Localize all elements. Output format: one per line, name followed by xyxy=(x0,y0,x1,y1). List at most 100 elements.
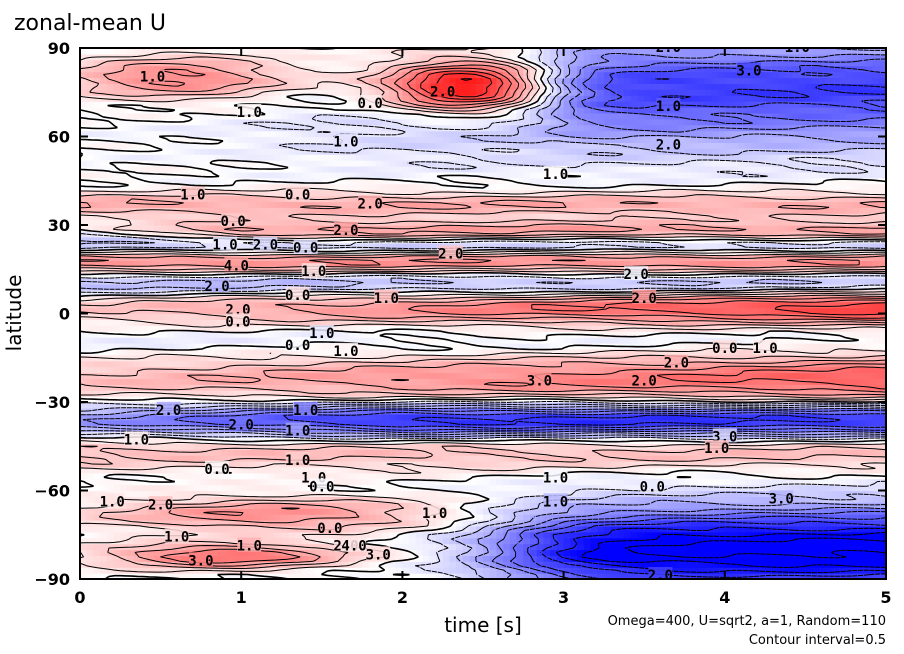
field-cell xyxy=(234,331,242,338)
field-cell xyxy=(435,142,444,149)
field-cell xyxy=(409,514,417,521)
field-cell xyxy=(127,242,135,250)
field-cell xyxy=(274,490,283,497)
field-cell xyxy=(93,171,101,179)
field-cell xyxy=(247,48,256,55)
field-cell xyxy=(153,183,162,191)
field-cell xyxy=(194,278,202,285)
field-cell xyxy=(241,478,249,486)
field-cell xyxy=(120,455,128,462)
field-cell xyxy=(133,520,142,527)
field-cell xyxy=(422,496,430,503)
field-cell xyxy=(409,354,417,362)
field-cell xyxy=(268,201,276,208)
field-cell xyxy=(113,266,121,273)
field-cell xyxy=(241,508,249,515)
field-cell xyxy=(80,242,88,250)
field-cell xyxy=(207,189,215,197)
field-cell xyxy=(254,260,262,267)
field-cell xyxy=(127,278,135,285)
field-cell xyxy=(200,496,209,503)
field-cell xyxy=(274,331,283,338)
field-cell xyxy=(100,195,108,202)
field-cell xyxy=(321,160,330,167)
field-cell xyxy=(368,372,377,379)
field-cell xyxy=(368,419,377,427)
field-cell xyxy=(214,59,222,67)
field-cell xyxy=(261,360,269,368)
field-cell xyxy=(348,437,356,444)
field-cell xyxy=(348,166,356,173)
field-cell xyxy=(80,207,88,214)
field-cell xyxy=(86,236,95,244)
field-cell xyxy=(86,148,95,155)
field-cell xyxy=(160,112,168,120)
field-cell xyxy=(348,390,356,397)
field-cell xyxy=(127,65,135,73)
field-cell xyxy=(328,496,336,503)
field-cell xyxy=(442,496,451,503)
field-cell xyxy=(113,407,121,415)
field-cell xyxy=(234,83,242,90)
field-cell xyxy=(368,89,377,96)
field-cell xyxy=(382,531,390,539)
field-cell xyxy=(241,124,249,132)
field-cell xyxy=(241,402,249,409)
field-cell xyxy=(194,136,202,143)
field-cell xyxy=(268,307,276,315)
field-cell xyxy=(106,520,115,527)
field-cell xyxy=(113,437,121,444)
field-cell xyxy=(153,278,162,285)
field-cell xyxy=(106,402,115,409)
field-cell xyxy=(153,160,162,167)
field-cell xyxy=(120,136,128,143)
field-cell xyxy=(174,177,182,185)
field-cell xyxy=(335,378,343,385)
field-cell xyxy=(100,466,108,474)
field-cell xyxy=(281,207,289,214)
field-cell xyxy=(120,242,128,250)
field-cell xyxy=(234,118,242,126)
field-cell xyxy=(86,71,95,79)
field-cell xyxy=(127,284,135,291)
field-cell xyxy=(167,195,175,202)
field-cell xyxy=(442,53,451,61)
field-cell xyxy=(254,171,262,179)
field-cell xyxy=(187,118,195,126)
field-cell xyxy=(200,449,209,456)
field-cell xyxy=(435,284,444,291)
field-cell xyxy=(100,266,108,273)
field-cell xyxy=(388,407,397,415)
field-cell xyxy=(321,83,330,90)
field-cell xyxy=(106,77,115,84)
field-cell xyxy=(321,295,330,303)
field-cell xyxy=(187,502,195,509)
field-cell xyxy=(247,278,256,285)
field-cell xyxy=(442,284,451,291)
field-cell xyxy=(341,502,350,509)
field-cell xyxy=(402,520,410,527)
field-cell xyxy=(93,431,101,438)
field-cell xyxy=(409,543,417,551)
field-cell xyxy=(194,307,202,315)
field-cell xyxy=(328,213,336,220)
field-cell xyxy=(140,301,148,309)
field-cell xyxy=(140,53,148,61)
field-cell xyxy=(113,443,121,450)
field-cell xyxy=(174,295,182,303)
heatmap-field xyxy=(80,48,886,579)
field-cell xyxy=(167,136,175,143)
field-cell xyxy=(234,390,242,397)
field-cell xyxy=(120,337,128,344)
field-cell xyxy=(214,301,222,309)
field-cell xyxy=(106,272,115,279)
field-cell xyxy=(348,384,356,391)
field-cell xyxy=(153,213,162,220)
field-cell xyxy=(247,331,256,338)
field-cell xyxy=(207,407,215,415)
field-cell xyxy=(402,160,410,167)
field-cell xyxy=(308,95,316,102)
field-cell xyxy=(234,449,242,456)
field-cell xyxy=(382,183,390,191)
field-cell xyxy=(187,260,195,267)
